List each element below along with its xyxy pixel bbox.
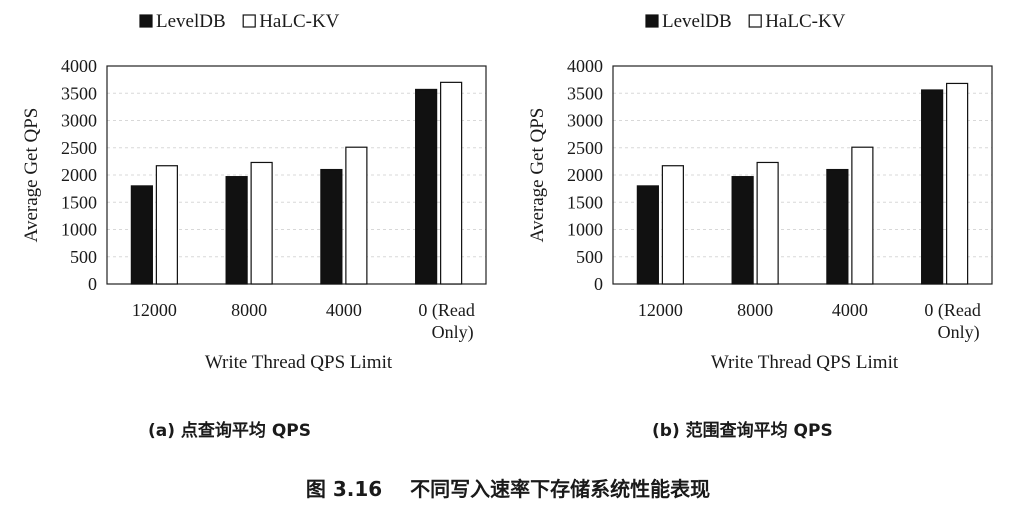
x-tick-label: 0 (Read Only) xyxy=(924,300,980,343)
figure-title: 图 3.16 不同写入速率下存储系统性能表现 xyxy=(305,477,711,501)
x-tick-label: 12000 xyxy=(638,300,683,320)
legend-swatch-halc-kv xyxy=(748,14,762,28)
bar-halc-kv-3 xyxy=(851,146,874,285)
chart-panel-b: 0 500 1000 1500 2000 2500 3000 3500 4000 12000 800… xyxy=(506,0,1006,400)
bar-leveldb-3 xyxy=(320,168,343,285)
legend-swatch-leveldb xyxy=(645,14,659,28)
y-axis-title: Average Get QPS xyxy=(527,108,548,243)
y-tick-label: 1000 xyxy=(61,220,97,240)
x-tick-label: 8000 xyxy=(231,300,267,320)
legend-label-halc-kv: HaLC-KV xyxy=(765,11,845,32)
y-tick-label: 1500 xyxy=(567,192,603,212)
bar-halc-kv-1 xyxy=(155,165,178,285)
bar-leveldb-3 xyxy=(826,168,849,285)
bar-leveldb-1 xyxy=(130,185,153,285)
x-axis-title: Write Thread QPS Limit xyxy=(205,352,393,373)
legend-label-halc-kv: HaLC-KV xyxy=(259,11,339,32)
legend-swatch-leveldb xyxy=(139,14,153,28)
bar-halc-kv-4 xyxy=(440,81,463,285)
y-tick-label: 2000 xyxy=(567,165,603,185)
y-tick-label: 0 xyxy=(594,274,603,294)
x-tick-label: 8000 xyxy=(737,300,773,320)
x-tick-label: 4000 xyxy=(832,300,868,320)
y-axis-title: Average Get QPS xyxy=(21,108,42,243)
y-tick-label: 1500 xyxy=(61,192,97,212)
x-tick-label: 12000 xyxy=(132,300,177,320)
bar-halc-kv-3 xyxy=(345,146,368,285)
caption-a: (a) 点查询平均 QPS xyxy=(148,421,312,441)
bar-leveldb-2 xyxy=(225,176,248,285)
bar-halc-kv-2 xyxy=(756,161,779,285)
x-tick-label: 0 (Read Only) xyxy=(418,300,474,343)
bar-leveldb-1 xyxy=(636,185,659,285)
legend-label-leveldb: LevelDB xyxy=(662,11,732,32)
y-tick-label: 4000 xyxy=(61,56,97,76)
y-tick-label: 2500 xyxy=(567,138,603,158)
y-tick-label: 3000 xyxy=(567,111,603,131)
y-tick-label: 2000 xyxy=(61,165,97,185)
caption-b: (b) 范围查询平均 QPS xyxy=(652,421,833,441)
y-tick-label: 3500 xyxy=(567,83,603,103)
y-tick-label: 2500 xyxy=(61,138,97,158)
legend-swatch-halc-kv xyxy=(242,14,256,28)
y-tick-label: 3500 xyxy=(61,83,97,103)
x-axis-title: Write Thread QPS Limit xyxy=(711,352,899,373)
plot-frame xyxy=(106,65,487,285)
bar-halc-kv-4 xyxy=(946,82,969,285)
y-tick-label: 1000 xyxy=(567,220,603,240)
y-tick-label: 500 xyxy=(70,247,97,267)
chart-panel-a: 0 500 1000 1500 2000 2500 3000 3500 4000 12000 800… xyxy=(0,0,500,400)
x-tick-label: 4000 xyxy=(326,300,362,320)
y-tick-label: 4000 xyxy=(567,56,603,76)
bar-leveldb-4 xyxy=(921,89,944,285)
plot-frame xyxy=(612,65,993,285)
bar-halc-kv-1 xyxy=(661,165,684,285)
bar-leveldb-2 xyxy=(731,176,754,285)
y-tick-label: 3000 xyxy=(61,111,97,131)
y-tick-label: 0 xyxy=(88,274,97,294)
bar-chart-range-query: 0 500 1000 1500 2000 2500 3000 3500 4000 12000 800… xyxy=(527,11,993,373)
bar-leveldb-4 xyxy=(415,88,438,285)
bar-halc-kv-2 xyxy=(250,161,273,285)
legend-label-leveldb: LevelDB xyxy=(156,11,226,32)
bar-chart-point-query: 0 500 1000 1500 2000 2500 3000 3500 4000 12000 800… xyxy=(21,11,487,373)
y-tick-label: 500 xyxy=(576,247,603,267)
